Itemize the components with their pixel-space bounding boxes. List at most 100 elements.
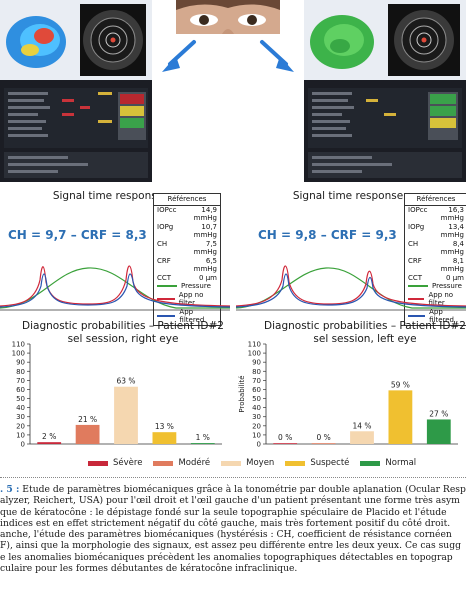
- bar-sévère: [37, 442, 62, 444]
- legend-swatch: [221, 460, 242, 466]
- legend-swatch: [408, 285, 428, 288]
- legend-app-no-filter: App no filter: [154, 291, 220, 308]
- y-tick-label: 50: [252, 395, 261, 403]
- bar-value-label: 0 %: [316, 433, 330, 442]
- topography-screen-right-eye: [0, 0, 152, 182]
- bar-value-label: 1 %: [196, 433, 210, 442]
- legend-label: App filtered: [179, 307, 205, 325]
- y-axis-label: Probabilité: [238, 375, 246, 412]
- patient-eyes-photo-graphic: [162, 0, 294, 72]
- y-tick-label: 40: [252, 404, 261, 412]
- reference-row: CH 8,4 mmHg: [405, 240, 466, 257]
- signal-plot-right-eye: [0, 265, 230, 311]
- app-no-filter-curve: [0, 265, 230, 307]
- app-filtered-curve: [236, 273, 466, 308]
- reference-value: 10,7 mmHg: [193, 222, 217, 240]
- patient-eyes-photo: [152, 0, 304, 182]
- reference-row: CH 7,5 mmHg: [154, 240, 220, 257]
- reference-row: IOPcc 16,3 mmHg: [405, 206, 466, 223]
- y-tick-label: 90: [252, 359, 261, 367]
- app-filtered-curve: [0, 273, 230, 308]
- signal-summary-right-eye: CH = 9,7 – CRF = 8,3: [8, 228, 147, 242]
- signal-summary-left-eye: CH = 9,8 – CRF = 9,3: [258, 228, 397, 242]
- reference-key: CRF: [408, 256, 422, 265]
- reference-value: 8,1 mmHg: [440, 256, 464, 274]
- y-tick-label: 0: [21, 441, 25, 449]
- reference-key: CH: [408, 239, 419, 248]
- reference-value: 0 µm: [199, 273, 217, 282]
- legend-item-normal: Normal: [360, 458, 416, 468]
- legend-label: Suspecté: [310, 458, 350, 468]
- legend-swatch: [157, 315, 176, 317]
- legend-label: App filtered: [429, 307, 454, 325]
- diagnostic-title-line2: sel session, left eye: [313, 333, 417, 345]
- reference-row: IOPcc 14,9 mmHg: [154, 206, 220, 223]
- legend-label: App no filter: [428, 290, 454, 308]
- y-tick-label: 70: [252, 377, 261, 385]
- bar-suspecté: [152, 432, 177, 444]
- y-tick-label: 0: [257, 441, 261, 449]
- pressure-curve: [236, 267, 466, 309]
- caption-line: alyzer, Reichert, USA) pour l'œil droit …: [0, 495, 460, 507]
- top-figure: [0, 0, 466, 182]
- y-tick-label: 10: [252, 431, 261, 439]
- y-tick-label: 60: [252, 386, 261, 394]
- reference-row: CCT 0 µm: [405, 274, 466, 283]
- y-tick-label: 40: [16, 404, 25, 412]
- reference-key: IOPg: [157, 222, 174, 231]
- figure-label: . 5 :: [0, 484, 20, 495]
- reference-row: CRF 8,1 mmHg: [405, 257, 466, 274]
- diagnostic-title-line1: Diagnostic probabilities – Patient ID#2: [22, 320, 224, 332]
- legend-swatch: [360, 460, 381, 466]
- reference-value: 13,4 mmHg: [440, 222, 464, 240]
- legend-label: Normal: [385, 458, 417, 468]
- legend-label: Moyen: [246, 458, 275, 468]
- y-tick-label: 100: [12, 350, 25, 358]
- y-tick-label: 60: [16, 386, 25, 394]
- y-tick-label: 20: [16, 422, 25, 430]
- bar-suspecté: [388, 390, 413, 444]
- topography-screen-left-eye: [304, 0, 466, 182]
- legend-swatch: [157, 285, 177, 288]
- reference-key: IOPcc: [408, 205, 428, 214]
- legend-label: Pressure: [181, 282, 211, 290]
- references-header: Références: [154, 194, 220, 206]
- bar-modéré: [311, 443, 336, 444]
- reference-key: IOPcc: [157, 205, 177, 214]
- separator-rule: [0, 477, 466, 478]
- bar-value-label: 63 %: [116, 377, 135, 386]
- legend-pressure: Pressure: [154, 282, 220, 291]
- bar-normal: [426, 419, 451, 444]
- bar-value-label: 59 %: [391, 380, 410, 389]
- reference-row: CRF 6,5 mmHg: [154, 257, 220, 274]
- reference-key: CRF: [157, 256, 171, 265]
- reference-key: CCT: [408, 273, 423, 282]
- bar-value-label: 13 %: [155, 422, 174, 431]
- bar-value-label: 0 %: [278, 433, 292, 442]
- legend-app-no-filter: App no filter: [405, 291, 466, 308]
- diagnostic-title-right-eye: Diagnostic probabilities – Patient ID#2 …: [18, 320, 228, 346]
- y-tick-label: 70: [16, 377, 25, 385]
- y-tick-label: 10: [16, 431, 25, 439]
- caption-line: culaire pour les formes débutantes de ké…: [0, 563, 298, 575]
- y-tick-label: 110: [12, 341, 25, 349]
- legend-pressure: Pressure: [405, 282, 466, 291]
- y-tick-label: 50: [16, 395, 25, 403]
- caption-line-text: Etude de paramètres biomécaniques grâce …: [19, 484, 466, 495]
- topography-screen-right-eye-graphic: [0, 0, 152, 178]
- caption-line: . 5 : Etude de paramètres biomécaniques …: [0, 484, 466, 495]
- bar-value-label: 14 %: [352, 421, 371, 430]
- caption-line: que de kératocône : le dépistage fondé s…: [0, 506, 447, 518]
- y-tick-label: 100: [248, 350, 261, 358]
- y-tick-label: 30: [252, 413, 261, 421]
- caption-line: e les anomalies biomécaniques précèdent …: [0, 551, 453, 563]
- reference-value: 6,5 mmHg: [193, 256, 217, 274]
- reference-key: IOPg: [408, 222, 425, 231]
- bar-value-label: 2 %: [42, 432, 56, 441]
- caption-line: indices est en effet strictement négatif…: [0, 517, 451, 529]
- reference-value: 8,4 mmHg: [440, 239, 464, 257]
- legend-label: Pressure: [432, 282, 462, 290]
- legend-label: Sévère: [113, 458, 143, 468]
